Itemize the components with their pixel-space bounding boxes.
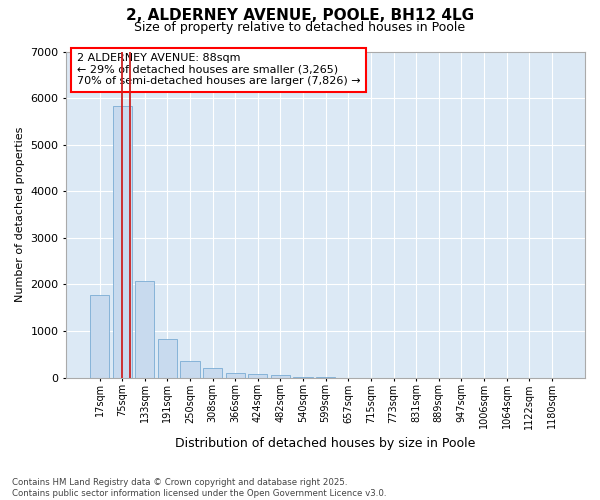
Text: Size of property relative to detached houses in Poole: Size of property relative to detached ho… [134,21,466,34]
Text: Contains HM Land Registry data © Crown copyright and database right 2025.
Contai: Contains HM Land Registry data © Crown c… [12,478,386,498]
Bar [226,373,245,378]
Y-axis label: Number of detached properties: Number of detached properties [15,127,25,302]
Bar [181,362,200,378]
Bar [271,376,290,378]
Bar [135,280,154,378]
Text: 2 ALDERNEY AVENUE: 88sqm
← 29% of detached houses are smaller (3,265)
70% of sem: 2 ALDERNEY AVENUE: 88sqm ← 29% of detach… [77,53,361,86]
Bar [248,374,268,378]
Bar [90,294,109,378]
Bar [203,368,222,378]
Bar [113,106,132,378]
Text: 2, ALDERNEY AVENUE, POOLE, BH12 4LG: 2, ALDERNEY AVENUE, POOLE, BH12 4LG [126,8,474,22]
X-axis label: Distribution of detached houses by size in Poole: Distribution of detached houses by size … [175,437,476,450]
Bar [158,340,177,378]
